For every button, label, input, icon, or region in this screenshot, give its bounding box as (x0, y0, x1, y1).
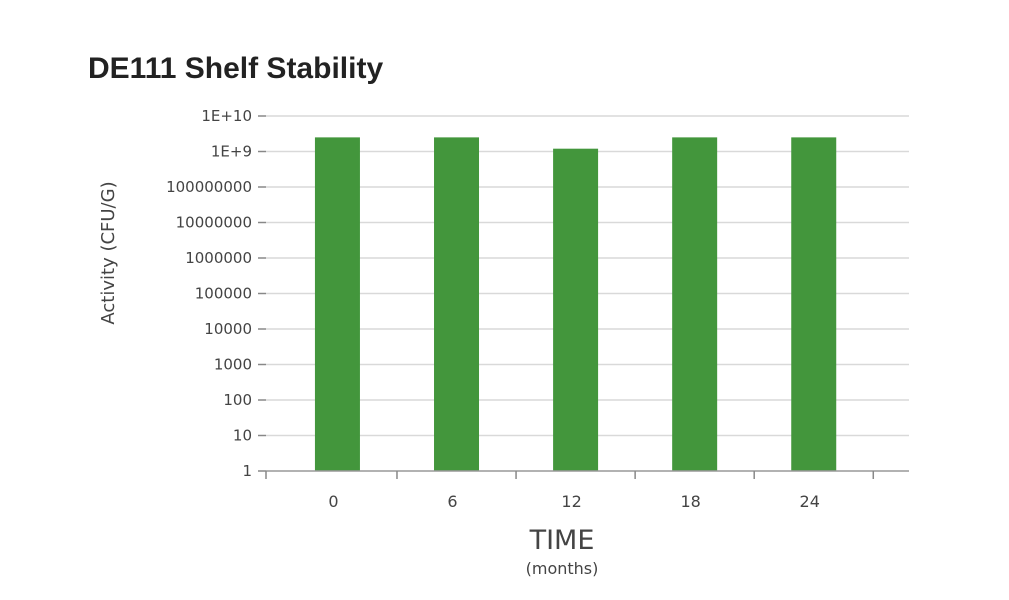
bar-6 (434, 137, 480, 472)
bar-0 (314, 137, 360, 472)
y-tick-label: 10000 (204, 320, 252, 338)
y-tick-label: 1000 (214, 356, 252, 374)
axes (258, 115, 909, 479)
y-tick-label: 1E+9 (211, 143, 252, 161)
x-tick-label: 0 (328, 492, 338, 511)
y-tick-label: 100 (223, 391, 252, 409)
y-tick-label: 10000000 (176, 214, 252, 232)
y-axis-label: Activity (CFU/G) (98, 181, 119, 324)
y-tick-label: 100000 (195, 285, 252, 303)
x-tick-label: 6 (447, 492, 457, 511)
bar-24 (791, 137, 837, 472)
x-tick-label: 18 (680, 492, 700, 511)
x-axis-sublabel: (months) (526, 559, 599, 578)
chart-title: DE111 Shelf Stability (88, 52, 383, 85)
y-tick-label: 1 (242, 462, 252, 480)
x-tick-label: 12 (561, 492, 581, 511)
bars (314, 137, 837, 472)
y-tick-label: 1E+10 (201, 107, 252, 125)
x-axis-label: TIME (529, 525, 595, 556)
bar-12 (553, 148, 599, 471)
y-tick-label: 100000000 (166, 178, 252, 196)
x-tick-labels: 0 6 12 18 24 (328, 492, 820, 511)
bar-18 (672, 137, 718, 472)
y-tick-labels: 1 10 100 1000 10000 100000 1000000 10000000 1000… (166, 107, 252, 480)
x-tick-label: 24 (800, 492, 820, 511)
y-tick-label: 10 (233, 427, 252, 445)
y-tick-label: 1000000 (185, 249, 252, 267)
